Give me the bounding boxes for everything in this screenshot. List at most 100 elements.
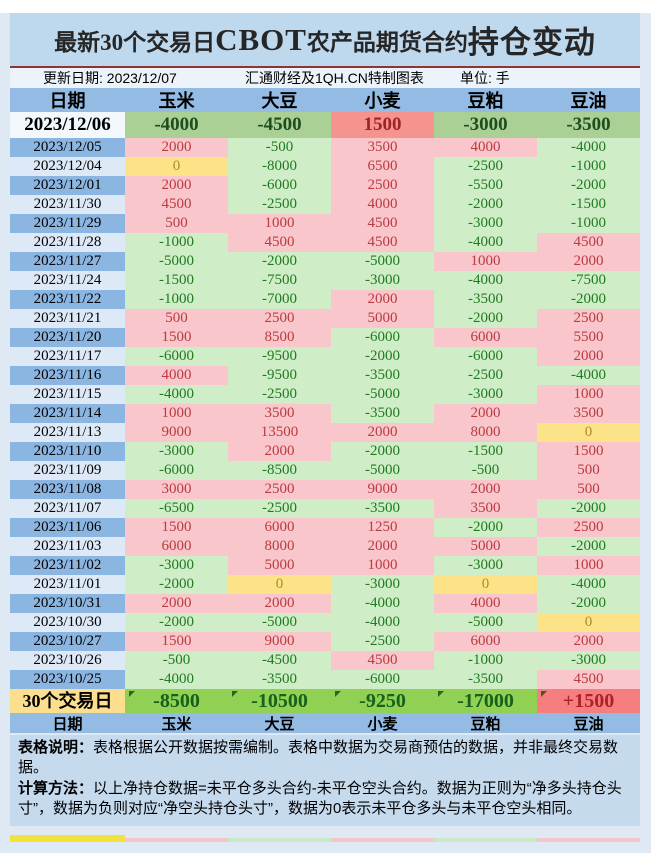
value-cell: 1500 xyxy=(125,328,228,347)
summary-value: -8500 xyxy=(125,689,228,713)
value-cell: -2000 xyxy=(537,499,640,518)
value-cell: -5000 xyxy=(228,613,331,632)
value-cell: -3500 xyxy=(228,670,331,689)
column-header-row: 日期 玉米 大豆 小麦 豆粕 豆油 xyxy=(10,88,640,112)
summary-value: -17000 xyxy=(434,689,537,713)
value-cell: 1500 xyxy=(537,442,640,461)
value-cell: -1500 xyxy=(434,442,537,461)
date-cell: 2023/10/31 xyxy=(10,594,125,613)
value-cell: 2000 xyxy=(537,632,640,651)
value-cell: -3000 xyxy=(125,556,228,575)
date-cell: 2023/11/17 xyxy=(10,347,125,366)
table-row: 2023/11/06 1500 6000 1250 -2000 2500 xyxy=(10,518,640,537)
date-cell: 2023/11/07 xyxy=(10,499,125,518)
table-row: 2023/11/01 -2000 0 -3000 0 -4000 xyxy=(10,575,640,594)
date-cell: 2023/11/16 xyxy=(10,366,125,385)
table-row: 2023/11/16 4000 -9500 -3500 -2500 -4000 xyxy=(10,366,640,385)
value-cell: -2000 xyxy=(125,575,228,594)
value-cell: 0 xyxy=(228,575,331,594)
value-cell: -7500 xyxy=(228,271,331,290)
value-cell: 2000 xyxy=(537,252,640,271)
date-cell: 2023/11/20 xyxy=(10,328,125,347)
date-cell: 2023/11/01 xyxy=(10,575,125,594)
date-cell: 2023/11/02 xyxy=(10,556,125,575)
date-cell: 2023/10/30 xyxy=(10,613,125,632)
value-cell: 2500 xyxy=(537,309,640,328)
date-cell: 2023/12/05 xyxy=(10,138,125,157)
value-cell: -1000 xyxy=(125,233,228,252)
value-cell: 13500 xyxy=(228,423,331,442)
value-cell: 6000 xyxy=(125,537,228,556)
table-row: 2023/11/08 3000 2500 9000 2000 500 xyxy=(10,480,640,499)
table-row: 2023/11/07 -6500 -2500 -3500 3500 -2000 xyxy=(10,499,640,518)
column-header-1: 玉米 xyxy=(161,716,192,733)
table-row: 2023/11/24 -1500 -7500 -3000 -4000 -7500 xyxy=(10,271,640,290)
value-cell: 5000 xyxy=(434,537,537,556)
value-cell: 1500 xyxy=(331,112,434,138)
table-row: 2023/10/27 1500 9000 -2500 6000 2000 xyxy=(10,632,640,651)
value-cell: -9500 xyxy=(228,347,331,366)
value-cell: 5500 xyxy=(537,328,640,347)
value-cell: -4000 xyxy=(434,233,537,252)
footnote-paragraph: 计算方法：以上净持仓数据=未平仓多头合约-未平仓空头合约。数据为正则为“净多头持… xyxy=(18,779,622,818)
value-cell: 0 xyxy=(125,157,228,176)
table-row: 2023/12/01 2000 -6000 2500 -5500 -2000 xyxy=(10,176,640,195)
next-row-sliver-cell xyxy=(434,837,537,842)
table-row: 2023/10/26 -500 -4500 4500 -1000 -3000 xyxy=(10,651,640,670)
title-suffix: 持仓变动 xyxy=(467,25,596,60)
summary-value: +1500 xyxy=(537,689,640,713)
value-cell: -3000 xyxy=(331,271,434,290)
value-cell: 2000 xyxy=(434,404,537,423)
value-cell: -2000 xyxy=(537,594,640,613)
value-cell: 6000 xyxy=(434,632,537,651)
value-cell: 5000 xyxy=(331,309,434,328)
value-cell: -2000 xyxy=(331,347,434,366)
value-cell: -3000 xyxy=(434,385,537,404)
date-cell: 2023/12/04 xyxy=(10,157,125,176)
table-row: 2023/11/15 -4000 -2500 -5000 -3000 1000 xyxy=(10,385,640,404)
date-cell: 2023/11/08 xyxy=(10,480,125,499)
value-cell: 4500 xyxy=(331,651,434,670)
value-cell: 2000 xyxy=(434,480,537,499)
value-cell: 3500 xyxy=(228,404,331,423)
value-cell: 0 xyxy=(434,575,537,594)
value-cell: -4000 xyxy=(537,575,640,594)
value-cell: -4500 xyxy=(228,651,331,670)
date-cell: 2023/11/14 xyxy=(10,404,125,423)
column-header-5: 豆油 xyxy=(573,716,604,733)
table-row: 2023/12/05 2000 -500 3500 4000 -4000 xyxy=(10,138,640,157)
date-cell: 2023/11/10 xyxy=(10,442,125,461)
value-cell: -4000 xyxy=(331,594,434,613)
value-cell: -6000 xyxy=(125,461,228,480)
value-cell: -500 xyxy=(228,138,331,157)
value-cell: -8500 xyxy=(228,461,331,480)
value-cell: -2000 xyxy=(537,537,640,556)
table-row: 2023/11/30 4500 -2500 4000 -2000 -1500 xyxy=(10,195,640,214)
value-cell: -7500 xyxy=(537,271,640,290)
column-header-3: 小麦 xyxy=(364,91,401,111)
value-cell: -4000 xyxy=(125,385,228,404)
value-cell: 9000 xyxy=(228,632,331,651)
value-cell: 1000 xyxy=(331,556,434,575)
date-cell: 2023/11/29 xyxy=(10,214,125,233)
table-row: 2023/12/06 -4000 -4500 1500 -3000 -3500 xyxy=(10,112,640,138)
table-row: 2023/11/10 -3000 2000 -2000 -1500 1500 xyxy=(10,442,640,461)
date-cell: 2023/11/28 xyxy=(10,233,125,252)
value-cell: -1500 xyxy=(537,195,640,214)
value-cell: -5000 xyxy=(434,613,537,632)
table-row: 2023/11/17 -6000 -9500 -2000 -6000 2000 xyxy=(10,347,640,366)
summary-value: -10500 xyxy=(228,689,331,713)
top-margin xyxy=(0,0,651,13)
value-cell: -3500 xyxy=(331,366,434,385)
value-cell: -2500 xyxy=(434,366,537,385)
cell-flag-icon xyxy=(438,691,444,697)
value-cell: 1250 xyxy=(331,518,434,537)
value-cell: -5000 xyxy=(331,252,434,271)
table-row: 2023/10/25 -4000 -3500 -6000 -3500 4500 xyxy=(10,670,640,689)
table-row: 2023/11/09 -6000 -8500 -5000 -500 500 xyxy=(10,461,640,480)
column-header-1: 玉米 xyxy=(158,91,195,111)
summary-row: 30个交易日 -8500 -10500 -9250 -17000 +1500 xyxy=(10,689,640,713)
cell-flag-icon xyxy=(232,691,238,697)
next-row-sliver-cell xyxy=(228,837,331,842)
value-cell: -1000 xyxy=(434,651,537,670)
